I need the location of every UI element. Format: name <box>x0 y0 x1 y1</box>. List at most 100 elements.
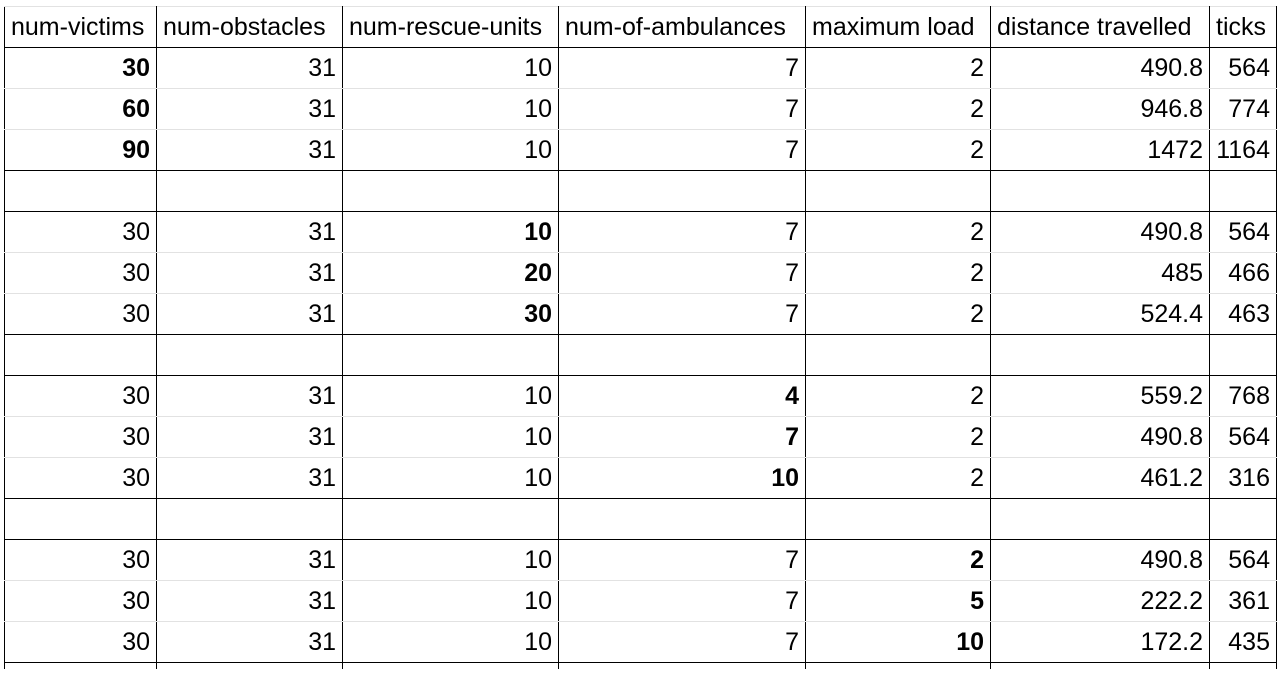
table-cell[interactable]: 10 <box>342 416 559 458</box>
empty-cell[interactable] <box>1209 662 1277 669</box>
table-cell[interactable]: 490.8 <box>990 416 1210 458</box>
table-cell[interactable]: 30 <box>4 252 157 294</box>
table-cell[interactable]: 485 <box>990 252 1210 294</box>
empty-cell[interactable] <box>1209 334 1277 376</box>
header-num-of-ambulances[interactable]: num-of-ambulances <box>558 6 806 48</box>
table-cell[interactable]: 490.8 <box>990 211 1210 253</box>
header-num-rescue-units[interactable]: num-rescue-units <box>342 6 559 48</box>
empty-cell[interactable] <box>4 170 157 212</box>
table-cell[interactable]: 7 <box>558 416 806 458</box>
table-cell[interactable]: 2 <box>805 47 991 89</box>
table-cell[interactable]: 20 <box>342 252 559 294</box>
table-cell[interactable]: 7 <box>558 47 806 89</box>
table-cell[interactable]: 30 <box>4 416 157 458</box>
table-cell[interactable]: 10 <box>342 621 559 663</box>
table-cell[interactable]: 10 <box>342 47 559 89</box>
empty-cell[interactable] <box>558 662 806 669</box>
empty-cell[interactable] <box>805 334 991 376</box>
table-cell[interactable]: 2 <box>805 88 991 130</box>
table-cell[interactable]: 2 <box>805 457 991 499</box>
table-cell[interactable]: 7 <box>558 252 806 294</box>
table-cell[interactable]: 31 <box>156 88 343 130</box>
empty-cell[interactable] <box>558 498 806 540</box>
table-cell[interactable]: 10 <box>342 375 559 417</box>
table-cell[interactable]: 31 <box>156 416 343 458</box>
table-cell[interactable]: 30 <box>4 621 157 663</box>
table-cell[interactable]: 2 <box>805 129 991 171</box>
empty-cell[interactable] <box>990 170 1210 212</box>
table-cell[interactable]: 1164 <box>1209 129 1277 171</box>
empty-cell[interactable] <box>156 334 343 376</box>
table-cell[interactable]: 30 <box>4 539 157 581</box>
table-cell[interactable]: 30 <box>4 47 157 89</box>
table-cell[interactable]: 7 <box>558 621 806 663</box>
table-cell[interactable]: 30 <box>4 211 157 253</box>
empty-cell[interactable] <box>805 170 991 212</box>
table-cell[interactable]: 564 <box>1209 211 1277 253</box>
table-cell[interactable]: 2 <box>805 539 991 581</box>
table-cell[interactable]: 564 <box>1209 47 1277 89</box>
table-cell[interactable]: 559.2 <box>990 375 1210 417</box>
empty-cell[interactable] <box>1209 498 1277 540</box>
header-maximum-load[interactable]: maximum load <box>805 6 991 48</box>
empty-cell[interactable] <box>342 170 559 212</box>
table-cell[interactable]: 7 <box>558 129 806 171</box>
empty-cell[interactable] <box>558 334 806 376</box>
table-cell[interactable]: 10 <box>558 457 806 499</box>
table-cell[interactable]: 31 <box>156 621 343 663</box>
table-cell[interactable]: 4 <box>558 375 806 417</box>
table-cell[interactable]: 7 <box>558 211 806 253</box>
table-cell[interactable]: 7 <box>558 539 806 581</box>
table-cell[interactable]: 31 <box>156 375 343 417</box>
table-cell[interactable]: 31 <box>156 580 343 622</box>
table-cell[interactable]: 90 <box>4 129 157 171</box>
table-cell[interactable]: 316 <box>1209 457 1277 499</box>
table-cell[interactable]: 10 <box>342 580 559 622</box>
table-cell[interactable]: 946.8 <box>990 88 1210 130</box>
table-cell[interactable]: 7 <box>558 88 806 130</box>
empty-cell[interactable] <box>342 662 559 669</box>
table-cell[interactable]: 31 <box>156 47 343 89</box>
table-cell[interactable]: 490.8 <box>990 47 1210 89</box>
table-cell[interactable]: 30 <box>4 375 157 417</box>
table-cell[interactable]: 10 <box>342 129 559 171</box>
table-cell[interactable]: 2 <box>805 416 991 458</box>
table-cell[interactable]: 30 <box>4 580 157 622</box>
table-cell[interactable]: 2 <box>805 252 991 294</box>
table-cell[interactable]: 31 <box>156 293 343 335</box>
table-cell[interactable]: 768 <box>1209 375 1277 417</box>
table-cell[interactable]: 31 <box>156 211 343 253</box>
empty-cell[interactable] <box>990 662 1210 669</box>
table-cell[interactable]: 564 <box>1209 416 1277 458</box>
table-cell[interactable]: 7 <box>558 293 806 335</box>
table-cell[interactable]: 490.8 <box>990 539 1210 581</box>
empty-cell[interactable] <box>4 334 157 376</box>
table-cell[interactable]: 435 <box>1209 621 1277 663</box>
table-cell[interactable]: 30 <box>342 293 559 335</box>
table-cell[interactable]: 466 <box>1209 252 1277 294</box>
table-cell[interactable]: 31 <box>156 129 343 171</box>
header-num-obstacles[interactable]: num-obstacles <box>156 6 343 48</box>
table-cell[interactable]: 31 <box>156 252 343 294</box>
empty-cell[interactable] <box>990 498 1210 540</box>
table-cell[interactable]: 5 <box>805 580 991 622</box>
table-cell[interactable]: 2 <box>805 211 991 253</box>
table-cell[interactable]: 10 <box>342 211 559 253</box>
empty-cell[interactable] <box>4 662 157 669</box>
empty-cell[interactable] <box>805 662 991 669</box>
empty-cell[interactable] <box>805 498 991 540</box>
empty-cell[interactable] <box>156 170 343 212</box>
table-cell[interactable]: 31 <box>156 539 343 581</box>
table-cell[interactable]: 30 <box>4 293 157 335</box>
table-cell[interactable]: 30 <box>4 457 157 499</box>
empty-cell[interactable] <box>342 498 559 540</box>
header-ticks[interactable]: ticks <box>1209 6 1277 48</box>
table-cell[interactable]: 10 <box>342 457 559 499</box>
empty-cell[interactable] <box>4 498 157 540</box>
table-cell[interactable]: 7 <box>558 580 806 622</box>
empty-cell[interactable] <box>342 334 559 376</box>
empty-cell[interactable] <box>156 662 343 669</box>
table-cell[interactable]: 361 <box>1209 580 1277 622</box>
table-cell[interactable]: 524.4 <box>990 293 1210 335</box>
empty-cell[interactable] <box>558 170 806 212</box>
